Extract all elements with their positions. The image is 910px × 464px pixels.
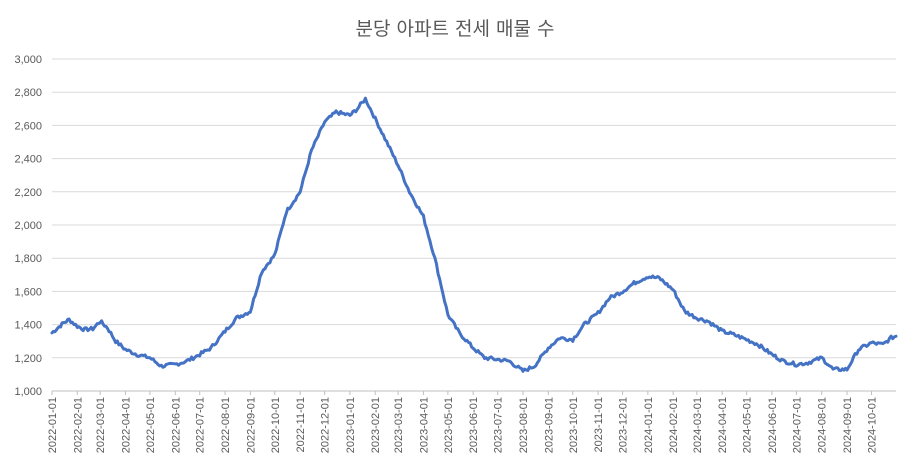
x-tick-label: 2024-10-01 [867,397,879,453]
x-tick-label: 2024-06-01 [767,397,779,453]
x-tick-label: 2024-09-01 [842,397,854,453]
gridlines [52,58,896,392]
x-tick-label: 2024-04-01 [717,397,729,453]
x-tick-label: 2023-01-01 [345,397,357,453]
x-tick-label: 2022-04-01 [120,397,132,453]
y-tick-label: 2,400 [14,154,42,166]
x-tick-label: 2023-05-01 [443,397,455,453]
chart-title: 분당 아파트 전세 매물 수 [356,18,555,40]
x-tick-label: 2024-01-01 [643,397,655,453]
x-tick-label: 2022-03-01 [95,397,107,453]
series-group [50,96,898,373]
y-tick-label: 3,000 [14,54,42,66]
x-tick-label: 2024-02-01 [668,397,680,453]
y-tick-label: 1,000 [14,386,42,398]
x-tick-label: 2022-02-01 [72,397,84,453]
x-tick-label: 2022-08-01 [220,397,232,453]
x-tick-label: 2024-03-01 [692,397,704,453]
x-tick-label: 2022-12-01 [320,397,332,453]
x-tick-label: 2023-08-01 [518,397,530,453]
x-tick-label: 2023-11-01 [593,397,605,452]
y-tick-label: 2,800 [14,87,42,99]
x-tick-label: 2023-10-01 [568,397,580,453]
y-tick-label: 2,200 [14,187,42,199]
x-tick-label: 2024-07-01 [791,397,803,453]
y-tick-label: 2,000 [14,220,42,232]
x-tick-label: 2023-06-01 [468,397,480,453]
x-tick-label: 2022-06-01 [170,397,182,453]
x-tick-label: 2022-11-01 [295,397,307,452]
x-axis-ticks: 2022-01-01 2022-02-01 2022-03-01 2022-04-01… [47,391,879,453]
y-tick-label: 1,800 [14,253,42,265]
y-tick-label: 1,200 [14,353,42,365]
x-tick-label: 2022-07-01 [195,397,207,453]
x-tick-label: 2024-05-01 [742,397,754,453]
x-tick-label: 2022-10-01 [270,397,282,453]
y-tick-label: 1,600 [14,286,42,298]
x-tick-label: 2023-02-01 [370,397,382,453]
x-tick-label: 2024-08-01 [817,397,829,453]
x-tick-label: 2023-04-01 [418,397,430,453]
y-axis-ticks: 1,000 1,200 1,400 1,600 1,800 2,000 2,200 2,400… [14,54,42,398]
x-tick-label: 2023-09-01 [543,397,555,453]
x-tick-label: 2023-12-01 [618,397,630,453]
series-line [50,96,898,373]
x-tick-label: 2023-03-01 [393,397,405,453]
x-tick-label: 2023-07-01 [493,397,505,453]
y-tick-label: 1,400 [14,320,42,332]
x-tick-label: 2022-01-01 [47,397,59,453]
x-tick-label: 2022-09-01 [245,397,257,453]
x-tick-label: 2022-05-01 [145,397,157,453]
y-tick-label: 2,600 [14,120,42,132]
